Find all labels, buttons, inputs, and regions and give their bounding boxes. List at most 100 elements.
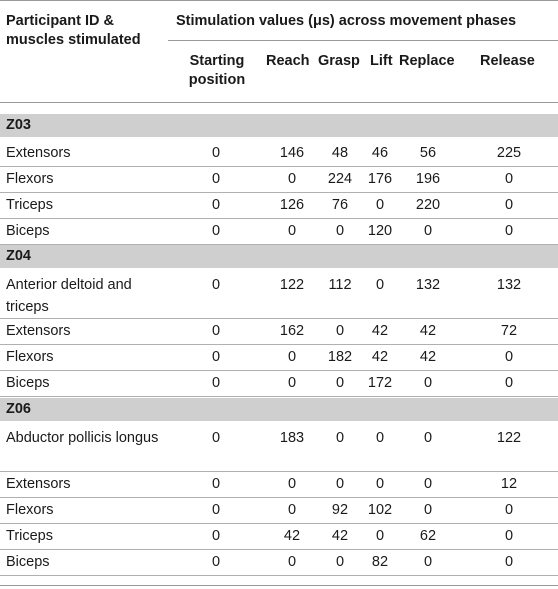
value-cell: 196 <box>415 171 441 187</box>
header-subrule <box>168 40 558 41</box>
value-cell: 0 <box>287 502 297 518</box>
value-cell: 183 <box>279 430 305 446</box>
muscle-label: Biceps <box>6 375 50 391</box>
value-cell: 12 <box>500 476 518 492</box>
muscle-label: Triceps <box>6 197 53 213</box>
row-divider <box>0 344 558 345</box>
value-cell: 0 <box>211 197 221 213</box>
value-cell: 0 <box>211 223 221 239</box>
value-cell: 0 <box>211 349 221 365</box>
row-divider <box>0 396 558 397</box>
value-cell: 0 <box>211 502 221 518</box>
value-cell: 0 <box>211 375 221 391</box>
value-cell: 56 <box>419 145 437 161</box>
phase-header-release: Release <box>480 53 535 69</box>
value-cell: 146 <box>279 145 305 161</box>
value-cell: 42 <box>331 528 349 544</box>
row-divider <box>0 575 558 576</box>
value-cell: 0 <box>211 171 221 187</box>
participant-header: Participant ID & muscles stimulated <box>6 13 141 48</box>
group-row-z03: Z03 <box>0 114 558 137</box>
value-cell: 0 <box>375 528 385 544</box>
value-cell: 42 <box>371 323 389 339</box>
muscle-label: Extensors <box>6 145 71 161</box>
value-cell: 172 <box>367 375 393 391</box>
value-cell: 0 <box>211 476 221 492</box>
value-cell: 0 <box>423 476 433 492</box>
value-cell: 132 <box>415 277 441 293</box>
value-cell: 132 <box>496 277 522 293</box>
row-divider <box>0 244 558 245</box>
phase-header-grasp: Grasp <box>318 53 360 69</box>
group-label: Z03 <box>6 117 31 133</box>
value-cell: 0 <box>375 430 385 446</box>
value-cell: 0 <box>504 554 514 570</box>
bottom-rule <box>0 585 558 586</box>
value-cell: 62 <box>419 528 437 544</box>
value-cell: 42 <box>371 349 389 365</box>
value-cell: 0 <box>335 430 345 446</box>
row-divider <box>0 192 558 193</box>
group-label: Z04 <box>6 248 31 264</box>
value-cell: 0 <box>423 223 433 239</box>
phase-header-replace: Replace <box>399 53 455 69</box>
value-cell: 0 <box>211 528 221 544</box>
phase-header-starting: Starting position <box>188 53 246 88</box>
value-cell: 42 <box>419 349 437 365</box>
value-cell: 0 <box>211 554 221 570</box>
value-cell: 0 <box>287 476 297 492</box>
value-cell: 42 <box>419 323 437 339</box>
row-divider <box>0 318 558 319</box>
value-cell: 0 <box>423 430 433 446</box>
value-cell: 0 <box>504 171 514 187</box>
value-cell: 0 <box>504 349 514 365</box>
value-cell: 122 <box>496 430 522 446</box>
value-cell: 122 <box>279 277 305 293</box>
value-cell: 0 <box>375 277 385 293</box>
value-cell: 0 <box>211 145 221 161</box>
value-cell: 0 <box>423 375 433 391</box>
value-cell: 0 <box>287 171 297 187</box>
value-cell: 126 <box>279 197 305 213</box>
value-cell: 0 <box>335 323 345 339</box>
value-cell: 112 <box>328 277 352 293</box>
row-divider <box>0 471 558 472</box>
value-cell: 0 <box>287 554 297 570</box>
value-cell: 72 <box>500 323 518 339</box>
muscle-label: Extensors <box>6 323 71 339</box>
value-cell: 102 <box>367 502 393 518</box>
row-divider <box>0 166 558 167</box>
value-cell: 0 <box>335 554 345 570</box>
muscle-label: Abductor pollicis longus <box>6 430 159 446</box>
value-cell: 0 <box>335 223 345 239</box>
value-cell: 176 <box>367 171 393 187</box>
value-cell: 0 <box>504 375 514 391</box>
value-cell: 92 <box>331 502 349 518</box>
phase-header-reach: Reach <box>266 53 310 69</box>
muscle-label: Flexors <box>6 349 54 365</box>
muscle-label: Extensors <box>6 476 71 492</box>
muscle-label: Flexors <box>6 171 54 187</box>
value-cell: 0 <box>423 502 433 518</box>
top-rule <box>0 0 558 1</box>
value-cell: 46 <box>371 145 389 161</box>
stimulation-header: Stimulation values (μs) across movement … <box>176 13 517 29</box>
value-cell: 76 <box>331 197 349 213</box>
value-cell: 0 <box>504 502 514 518</box>
value-cell: 0 <box>335 375 345 391</box>
value-cell: 182 <box>327 349 353 365</box>
value-cell: 0 <box>211 430 221 446</box>
group-row-z06: Z06 <box>0 398 558 421</box>
value-cell: 0 <box>504 528 514 544</box>
value-cell: 82 <box>371 554 389 570</box>
value-cell: 0 <box>287 223 297 239</box>
group-label: Z06 <box>6 401 31 417</box>
value-cell: 0 <box>211 277 221 293</box>
row-divider <box>0 523 558 524</box>
value-cell: 0 <box>335 476 345 492</box>
muscle-label: Triceps <box>6 528 53 544</box>
value-cell: 0 <box>504 223 514 239</box>
group-row-z04: Z04 <box>0 245 558 268</box>
value-cell: 42 <box>283 528 301 544</box>
